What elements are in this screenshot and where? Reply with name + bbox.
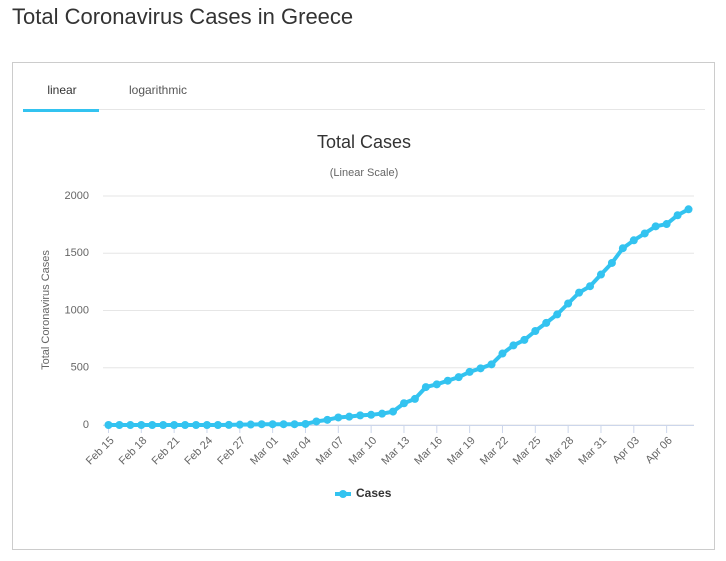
point xyxy=(159,421,168,429)
point xyxy=(202,421,211,429)
point xyxy=(115,421,124,429)
point xyxy=(520,335,529,344)
point xyxy=(410,394,419,403)
point xyxy=(553,310,562,319)
point xyxy=(367,410,376,419)
tab-linear[interactable]: linear xyxy=(47,83,76,97)
y-tick-label: 1500 xyxy=(65,247,89,259)
point xyxy=(618,244,627,253)
point xyxy=(454,373,463,382)
point xyxy=(640,229,649,238)
point xyxy=(137,421,146,429)
point xyxy=(224,420,233,429)
y-tick-label: 500 xyxy=(71,362,89,374)
point xyxy=(170,421,179,429)
legend-label: Cases xyxy=(356,486,392,500)
point xyxy=(607,258,616,267)
point xyxy=(246,420,255,429)
point xyxy=(443,376,452,385)
point xyxy=(673,211,682,220)
point xyxy=(651,222,660,231)
point xyxy=(213,421,222,429)
chart-title: Total Cases xyxy=(317,132,411,152)
point xyxy=(334,413,343,422)
y-axis-label: Total Coronavirus Cases xyxy=(40,250,52,370)
y-tick-label: 1000 xyxy=(65,304,89,316)
card xyxy=(12,62,715,550)
point xyxy=(257,420,266,429)
point xyxy=(104,421,113,429)
active-tab-underline xyxy=(23,109,99,112)
point xyxy=(596,270,605,279)
point xyxy=(192,421,201,429)
point xyxy=(629,236,638,245)
point xyxy=(312,417,321,426)
point xyxy=(421,383,430,392)
point xyxy=(399,399,408,408)
point xyxy=(126,421,135,429)
point xyxy=(586,282,595,291)
chart-subtitle: (Linear Scale) xyxy=(330,167,398,179)
point xyxy=(564,299,573,308)
point xyxy=(476,364,485,373)
point xyxy=(531,326,540,335)
tab-logarithmic[interactable]: logarithmic xyxy=(129,83,187,97)
point xyxy=(148,421,157,429)
point xyxy=(542,318,551,327)
legend-marker xyxy=(339,490,347,498)
point xyxy=(662,220,671,229)
point xyxy=(345,412,354,421)
point xyxy=(684,205,693,214)
point xyxy=(575,288,584,297)
point xyxy=(356,411,365,420)
point xyxy=(301,419,310,428)
point xyxy=(323,415,332,424)
page-title: Total Coronavirus Cases in Greece xyxy=(12,4,353,29)
point xyxy=(509,341,518,350)
point xyxy=(432,380,441,389)
y-tick-label: 0 xyxy=(83,419,89,431)
point xyxy=(389,407,398,416)
point xyxy=(279,420,288,429)
point xyxy=(235,420,244,429)
point xyxy=(181,421,190,429)
point xyxy=(498,349,507,358)
point xyxy=(378,409,387,418)
point xyxy=(290,420,299,429)
y-tick-label: 2000 xyxy=(65,190,89,202)
point xyxy=(487,360,496,369)
point xyxy=(268,420,277,429)
point xyxy=(465,367,474,376)
